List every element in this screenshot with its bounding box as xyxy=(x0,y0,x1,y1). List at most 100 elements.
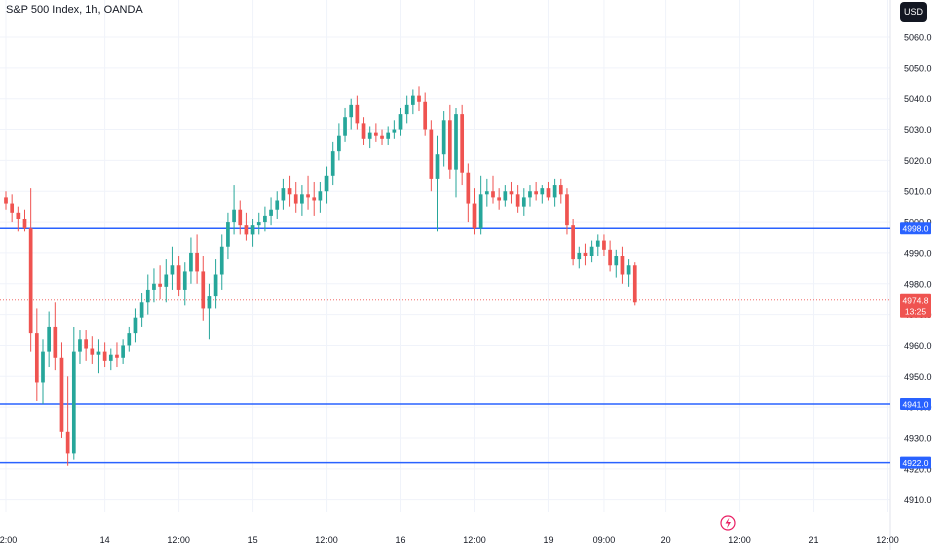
lightning-icon-ring[interactable] xyxy=(720,515,736,531)
candle-body xyxy=(312,197,317,201)
price-tick-label: 5060.0 xyxy=(904,33,932,43)
candle-body xyxy=(608,249,612,266)
candle-body xyxy=(380,135,384,139)
candle-body xyxy=(626,265,631,275)
candle-body xyxy=(96,351,101,355)
time-tick-label: 20 xyxy=(661,535,671,545)
candle-body xyxy=(115,354,119,358)
candle-body xyxy=(263,215,267,223)
candle-body xyxy=(59,357,64,432)
candle-body xyxy=(28,228,33,334)
candle-body xyxy=(22,218,27,229)
candle-body xyxy=(269,209,273,216)
last-price-tag xyxy=(900,293,931,318)
price-tick-label: 5020.0 xyxy=(904,156,932,166)
candle-body xyxy=(386,132,391,139)
time-tick-label: 14 xyxy=(100,535,110,545)
candle-body xyxy=(195,252,199,272)
candle-body xyxy=(392,129,397,133)
candle-body xyxy=(404,104,409,115)
price-axis[interactable]: 4910.04920.04930.04940.04950.04960.04970… xyxy=(904,33,932,506)
price-tick-label: 4990.0 xyxy=(904,248,932,258)
candle-body xyxy=(226,222,230,247)
candle-body xyxy=(447,120,452,170)
price-tick-label: 4910.0 xyxy=(904,495,932,505)
candle-body xyxy=(565,194,569,226)
candle-body xyxy=(589,246,594,256)
time-axis[interactable]: 12:00 14 12:00 15 12:00 16 12:00 19 09:00 20 12:00… xyxy=(0,535,899,545)
time-tick-label: 19 xyxy=(543,535,553,545)
candle-body xyxy=(614,256,619,266)
price-tick-label: 5050.0 xyxy=(904,63,932,73)
candle-body xyxy=(47,326,51,352)
countdown-text: 13:25 xyxy=(905,306,927,316)
candle-body xyxy=(441,120,446,155)
candle-body xyxy=(170,265,175,275)
candle-body xyxy=(10,203,15,213)
candle-body xyxy=(367,132,372,139)
candle-body xyxy=(139,302,144,318)
candle-body xyxy=(250,225,255,235)
candle-body xyxy=(429,129,434,179)
candle-body xyxy=(330,151,335,176)
candle-body xyxy=(484,191,489,195)
price-tick-label: 4960.0 xyxy=(904,341,932,351)
candle-body xyxy=(466,172,471,204)
candle-body xyxy=(300,194,304,204)
candle-body xyxy=(78,339,82,352)
candle-body xyxy=(121,345,125,358)
horizontal-levels xyxy=(0,227,890,464)
candle-body xyxy=(238,209,243,226)
time-tick-label: 12:00 xyxy=(315,535,338,545)
candle-body xyxy=(287,188,292,195)
time-tick-label: 12:00 xyxy=(167,535,190,545)
candle-body xyxy=(355,104,360,124)
candle-body xyxy=(528,191,532,198)
candle-body xyxy=(306,194,310,198)
level-price-text: 4998.0 xyxy=(903,224,929,234)
candle-body xyxy=(275,200,280,210)
candle-body xyxy=(293,194,298,204)
level-price-tag xyxy=(900,398,931,411)
candle-body xyxy=(127,333,132,346)
candle-body xyxy=(337,135,341,152)
candle-body xyxy=(281,188,286,201)
time-tick-label: 21 xyxy=(809,535,819,545)
candle-body xyxy=(577,252,582,260)
candle-body xyxy=(108,354,113,361)
time-tick-label: 15 xyxy=(248,535,258,545)
candle-body xyxy=(417,95,421,102)
candle-body xyxy=(182,271,187,290)
candle-body xyxy=(411,95,415,105)
currency-button[interactable]: USD xyxy=(900,2,927,22)
price-tick-label: 5040.0 xyxy=(904,94,932,104)
candle-body xyxy=(595,240,600,247)
candle-body xyxy=(176,265,181,290)
lightning-icon[interactable] xyxy=(725,517,732,529)
candle-body xyxy=(460,114,465,173)
axis-price-labels: 4998.0 4941.0 4922.0 4974.813:25 xyxy=(900,222,931,469)
candle-body xyxy=(349,104,354,118)
candle-body xyxy=(509,191,514,195)
time-tick-label: 12:00 xyxy=(876,535,899,545)
candle-body xyxy=(256,222,261,226)
candle-body xyxy=(521,197,526,207)
candle-body xyxy=(324,175,329,192)
candle-body xyxy=(102,351,107,361)
time-tick-label: 12:00 xyxy=(728,535,751,545)
candle-body xyxy=(558,185,563,195)
candle-body xyxy=(491,191,495,198)
candle-body xyxy=(620,256,625,275)
candle-body xyxy=(583,252,588,256)
time-tick-label: 12:00 xyxy=(0,535,17,545)
candle-body xyxy=(571,225,575,260)
event-markers[interactable] xyxy=(720,515,736,531)
level-price-text: 4922.0 xyxy=(903,458,929,468)
candle-body xyxy=(602,240,606,250)
last-price-text: 4974.8 xyxy=(903,295,929,305)
candles xyxy=(4,86,637,466)
candle-body xyxy=(503,191,508,201)
